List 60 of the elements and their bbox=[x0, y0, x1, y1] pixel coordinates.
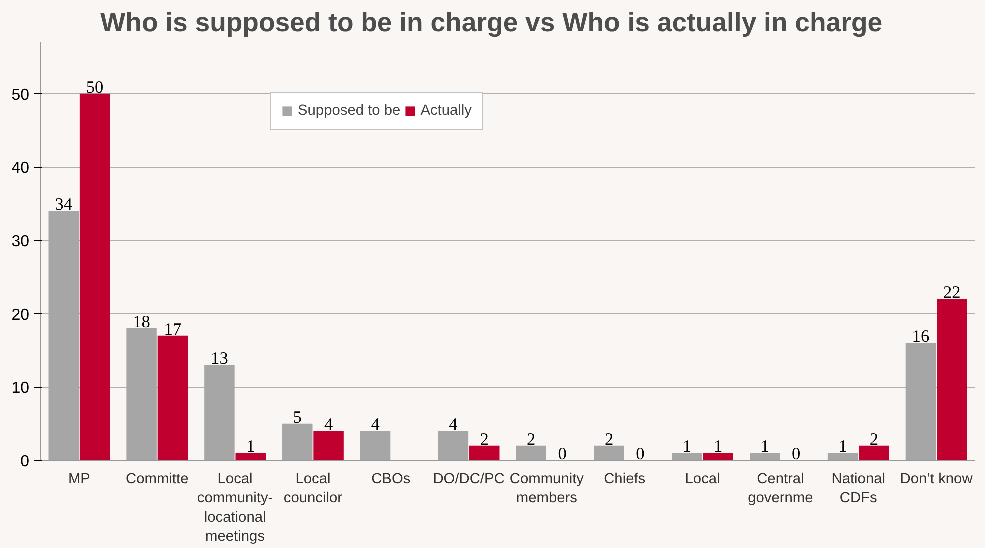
data-label: 0 bbox=[558, 444, 567, 464]
data-label: 16 bbox=[912, 327, 930, 346]
data-label: 0 bbox=[636, 444, 645, 464]
bar bbox=[236, 453, 266, 460]
bar bbox=[703, 453, 734, 460]
x-tick-label: Local bbox=[685, 472, 720, 488]
data-label: 5 bbox=[293, 408, 302, 427]
bar bbox=[282, 424, 313, 460]
x-tick-label: DO/DC/PC bbox=[433, 472, 506, 488]
bar bbox=[672, 453, 702, 460]
data-label: 0 bbox=[792, 444, 801, 464]
data-label: 1 bbox=[760, 437, 770, 456]
y-tick-label: 20 bbox=[12, 306, 30, 324]
legend-label: Actually bbox=[420, 103, 472, 119]
y-tick-label: 50 bbox=[12, 86, 30, 104]
data-label: 1 bbox=[246, 437, 256, 456]
data-label: 1 bbox=[714, 437, 723, 456]
bar bbox=[750, 453, 780, 460]
x-tick-label: National CDFs bbox=[832, 472, 886, 507]
bar bbox=[516, 446, 546, 460]
data-label: 1 bbox=[682, 437, 692, 456]
data-label: 4 bbox=[371, 415, 380, 434]
x-tick-label: Community members bbox=[510, 472, 585, 507]
data-label: 17 bbox=[164, 320, 182, 339]
data-label: 18 bbox=[133, 312, 150, 332]
bar bbox=[314, 431, 344, 460]
x-tick-label: Don’t know bbox=[900, 472, 974, 488]
y-tick-label: 40 bbox=[12, 160, 30, 178]
data-label: 13 bbox=[211, 349, 228, 368]
x-tick-label: MP bbox=[68, 472, 90, 488]
data-label: 2 bbox=[604, 430, 614, 449]
data-label: 22 bbox=[943, 283, 961, 302]
y-tick-label: 30 bbox=[12, 234, 30, 250]
x-tick-label: Committe bbox=[126, 472, 189, 488]
data-label: 2 bbox=[527, 430, 536, 449]
x-tick-label: Chiefs bbox=[604, 472, 646, 488]
bar bbox=[937, 299, 968, 460]
bar bbox=[158, 336, 188, 460]
data-label: 1 bbox=[838, 437, 848, 456]
x-tick-label: CBOs bbox=[372, 472, 411, 488]
y-tick-label: 0 bbox=[20, 454, 30, 470]
bar bbox=[594, 446, 624, 460]
bar bbox=[360, 431, 391, 460]
bar bbox=[859, 446, 890, 460]
bar bbox=[80, 94, 110, 460]
data-label: 4 bbox=[324, 415, 334, 434]
data-label: 34 bbox=[55, 195, 73, 214]
data-label: 2 bbox=[870, 430, 879, 449]
x-tick-label: Local councilor bbox=[284, 472, 343, 507]
data-label: 2 bbox=[480, 430, 489, 449]
data-label: 50 bbox=[86, 78, 104, 97]
bar bbox=[828, 453, 858, 460]
x-tick-label: Local community-locational meetings bbox=[197, 472, 274, 546]
bar bbox=[438, 431, 469, 460]
legend-label: Supposed to be bbox=[298, 103, 401, 119]
x-tick-label: Central governme bbox=[748, 472, 814, 507]
y-tick-label: 10 bbox=[12, 380, 30, 398]
chart-title: Who is supposed to be in charge vs Who is actually in charge bbox=[100, 8, 883, 38]
bar bbox=[470, 446, 500, 460]
data-label: 4 bbox=[449, 415, 458, 434]
